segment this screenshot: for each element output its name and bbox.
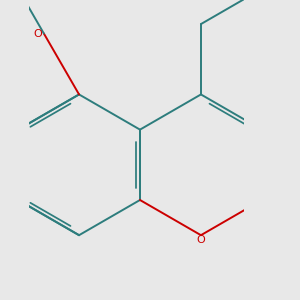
Text: O: O bbox=[33, 28, 42, 38]
Text: O: O bbox=[196, 235, 205, 245]
